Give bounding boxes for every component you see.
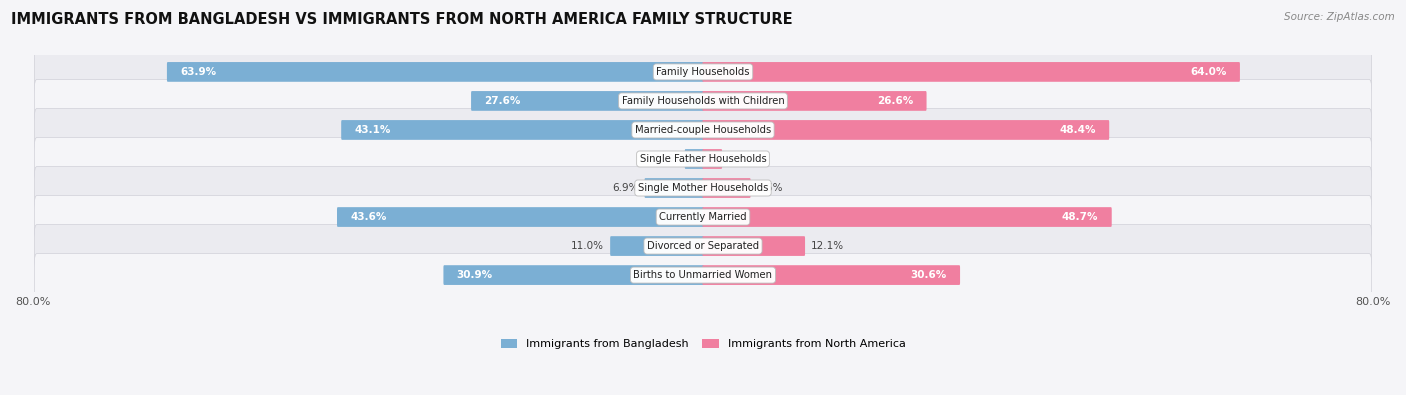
Text: 26.6%: 26.6% <box>877 96 914 106</box>
Text: 2.1%: 2.1% <box>652 154 679 164</box>
Text: 63.9%: 63.9% <box>180 67 217 77</box>
Text: 43.1%: 43.1% <box>354 125 391 135</box>
FancyBboxPatch shape <box>34 196 1372 239</box>
Text: 5.6%: 5.6% <box>756 183 783 193</box>
FancyBboxPatch shape <box>34 51 1372 93</box>
Text: Single Mother Households: Single Mother Households <box>638 183 768 193</box>
FancyBboxPatch shape <box>34 109 1372 151</box>
FancyBboxPatch shape <box>703 62 1240 82</box>
FancyBboxPatch shape <box>34 79 1372 122</box>
Text: 30.9%: 30.9% <box>457 270 492 280</box>
FancyBboxPatch shape <box>703 120 1109 140</box>
Text: 27.6%: 27.6% <box>484 96 520 106</box>
Text: 48.7%: 48.7% <box>1062 212 1098 222</box>
FancyBboxPatch shape <box>703 178 751 198</box>
Legend: Immigrants from Bangladesh, Immigrants from North America: Immigrants from Bangladesh, Immigrants f… <box>496 334 910 354</box>
FancyBboxPatch shape <box>34 254 1372 297</box>
Text: Divorced or Separated: Divorced or Separated <box>647 241 759 251</box>
FancyBboxPatch shape <box>610 236 703 256</box>
Text: Single Father Households: Single Father Households <box>640 154 766 164</box>
Text: 11.0%: 11.0% <box>571 241 605 251</box>
FancyBboxPatch shape <box>337 207 703 227</box>
FancyBboxPatch shape <box>703 91 927 111</box>
FancyBboxPatch shape <box>34 137 1372 181</box>
Text: 48.4%: 48.4% <box>1060 125 1095 135</box>
Text: Births to Unmarried Women: Births to Unmarried Women <box>634 270 772 280</box>
Text: 43.6%: 43.6% <box>350 212 387 222</box>
FancyBboxPatch shape <box>644 178 703 198</box>
Text: Family Households: Family Households <box>657 67 749 77</box>
FancyBboxPatch shape <box>703 265 960 285</box>
Text: Currently Married: Currently Married <box>659 212 747 222</box>
FancyBboxPatch shape <box>34 225 1372 267</box>
Text: 30.6%: 30.6% <box>911 270 946 280</box>
FancyBboxPatch shape <box>703 207 1112 227</box>
Text: Source: ZipAtlas.com: Source: ZipAtlas.com <box>1284 12 1395 22</box>
Text: IMMIGRANTS FROM BANGLADESH VS IMMIGRANTS FROM NORTH AMERICA FAMILY STRUCTURE: IMMIGRANTS FROM BANGLADESH VS IMMIGRANTS… <box>11 12 793 27</box>
FancyBboxPatch shape <box>703 236 806 256</box>
FancyBboxPatch shape <box>703 149 723 169</box>
FancyBboxPatch shape <box>167 62 703 82</box>
FancyBboxPatch shape <box>34 167 1372 209</box>
FancyBboxPatch shape <box>342 120 703 140</box>
Text: 64.0%: 64.0% <box>1191 67 1226 77</box>
Text: Married-couple Households: Married-couple Households <box>636 125 770 135</box>
FancyBboxPatch shape <box>471 91 703 111</box>
Text: 12.1%: 12.1% <box>811 241 844 251</box>
Text: Family Households with Children: Family Households with Children <box>621 96 785 106</box>
FancyBboxPatch shape <box>685 149 703 169</box>
Text: 6.9%: 6.9% <box>612 183 638 193</box>
Text: 2.2%: 2.2% <box>728 154 755 164</box>
FancyBboxPatch shape <box>443 265 703 285</box>
